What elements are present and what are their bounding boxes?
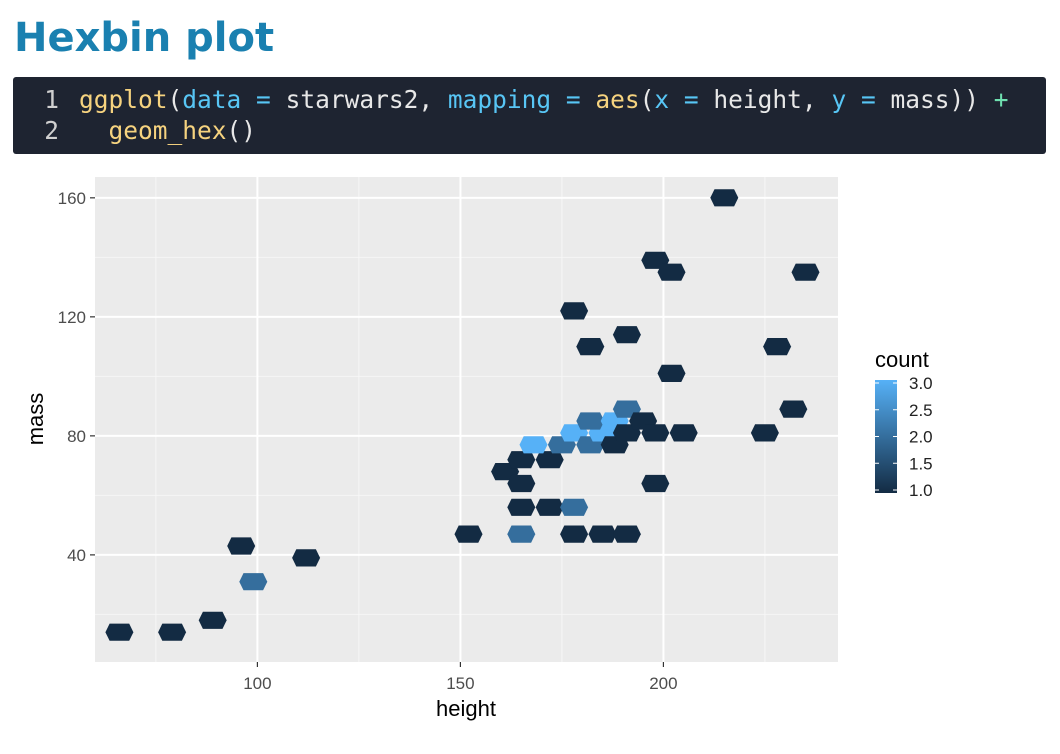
code-line-2: 2 geom_hex() bbox=[13, 115, 1046, 146]
hexbin-chart: 40 80 120 160 100 150 200 height mass count 3… bbox=[23, 177, 933, 721]
y-axis: 40 80 120 160 bbox=[58, 189, 95, 565]
hex-bin bbox=[198, 611, 227, 629]
code-token: mass)) bbox=[890, 85, 994, 114]
hex-bin bbox=[641, 474, 670, 493]
x-tick-label: 150 bbox=[446, 674, 474, 693]
code-token: height, bbox=[713, 85, 832, 114]
hex-bin bbox=[791, 263, 820, 281]
legend-tick-label: 1.0 bbox=[909, 481, 933, 500]
code-token: x bbox=[654, 85, 670, 114]
hex-bin bbox=[763, 338, 792, 356]
code-token: aes bbox=[595, 85, 640, 114]
x-tick-label: 200 bbox=[649, 674, 677, 693]
code-token: ( bbox=[639, 85, 655, 114]
hex-bin bbox=[519, 436, 548, 454]
legend-title: count bbox=[875, 347, 929, 372]
code-block: 1 ggplot(data = starwars2, mapping = aes(… bbox=[13, 77, 1046, 154]
code-token bbox=[79, 116, 109, 145]
hex-bin bbox=[612, 525, 641, 543]
hex-bin bbox=[560, 302, 589, 320]
plot-panel bbox=[95, 177, 838, 662]
code-token: starwars2, bbox=[285, 85, 448, 114]
hex-bin bbox=[576, 338, 605, 356]
legend-tick-label: 2.5 bbox=[909, 401, 933, 420]
hex-bin bbox=[158, 623, 187, 641]
hex-bin bbox=[507, 451, 536, 469]
hex-bin bbox=[657, 263, 686, 281]
x-axis: 100 150 200 bbox=[243, 662, 678, 693]
hex-bin bbox=[576, 412, 605, 430]
hex-bin bbox=[669, 424, 698, 442]
code-token: data bbox=[182, 85, 242, 114]
y-tick-label: 160 bbox=[58, 189, 86, 208]
legend-tick-label: 1.5 bbox=[909, 454, 933, 473]
code-token: ggplot bbox=[79, 85, 168, 114]
hex-bin bbox=[292, 549, 321, 567]
x-tick-label: 100 bbox=[243, 674, 271, 693]
hex-bin bbox=[710, 189, 739, 207]
hex-bin bbox=[507, 474, 536, 493]
hex-bin bbox=[535, 451, 564, 469]
code-token: y bbox=[831, 85, 847, 114]
hex-bin bbox=[239, 573, 268, 591]
hex-bin bbox=[507, 525, 536, 543]
hex-bin bbox=[588, 525, 617, 543]
hex-bin bbox=[750, 424, 779, 442]
x-axis-label: height bbox=[436, 696, 496, 721]
code-line-1: 1 ggplot(data = starwars2, mapping = aes(… bbox=[13, 84, 1046, 115]
legend-colorbar bbox=[875, 380, 897, 493]
legend-tick-label: 2.0 bbox=[909, 428, 933, 447]
hex-bin bbox=[612, 326, 641, 344]
hex-bin bbox=[779, 400, 808, 418]
hex-bin bbox=[454, 525, 483, 543]
code-token: + bbox=[993, 85, 1009, 114]
y-axis-label: mass bbox=[23, 393, 48, 446]
legend: count 3.0 2.5 2.0 1.5 1.0 bbox=[875, 347, 933, 500]
hex-bin bbox=[641, 424, 670, 442]
code-token: ( bbox=[167, 85, 183, 114]
code-token: mapping bbox=[447, 85, 552, 114]
hex-bin bbox=[227, 537, 256, 555]
hex-bin bbox=[105, 623, 134, 641]
y-tick-label: 80 bbox=[67, 427, 86, 446]
code-token: = bbox=[241, 85, 286, 114]
code-token: geom_hex bbox=[108, 116, 227, 145]
code-token: = bbox=[846, 85, 891, 114]
hex-bin bbox=[560, 498, 589, 516]
y-tick-label: 120 bbox=[58, 308, 86, 327]
hex-bins bbox=[105, 189, 820, 641]
legend-ticks: 3.0 2.5 2.0 1.5 1.0 bbox=[875, 374, 933, 500]
hex-bin bbox=[507, 498, 536, 516]
hex-bin bbox=[560, 525, 589, 543]
code-token: = bbox=[551, 85, 596, 114]
hex-bin bbox=[535, 498, 564, 516]
legend-tick-label: 3.0 bbox=[909, 374, 933, 393]
y-tick-label: 40 bbox=[67, 546, 86, 565]
line-number: 1 bbox=[44, 85, 59, 114]
slide-title: Hexbin plot bbox=[14, 15, 275, 61]
line-number: 2 bbox=[44, 116, 59, 145]
hex-bin bbox=[657, 364, 686, 382]
code-token: () bbox=[226, 116, 257, 145]
code-token: = bbox=[669, 85, 714, 114]
